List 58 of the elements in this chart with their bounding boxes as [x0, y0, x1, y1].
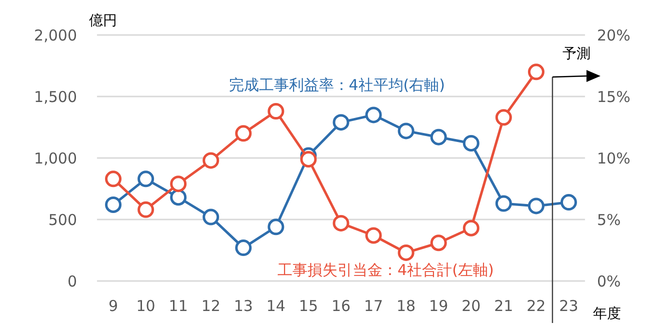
series-label: 工事損失引当金：4社合計(左軸)	[278, 261, 494, 279]
x-tick-label: 16	[331, 297, 351, 315]
point	[138, 201, 154, 218]
x-tick-label: 10	[136, 297, 156, 315]
point	[462, 220, 480, 236]
point	[365, 227, 382, 244]
point	[495, 109, 512, 126]
point	[170, 176, 187, 192]
point	[462, 134, 480, 152]
point	[528, 64, 544, 80]
y2-tick-label: 5%	[597, 210, 621, 229]
x-tick-label: 11	[168, 297, 188, 315]
x-tick-label: 17	[364, 297, 384, 315]
x-tick-label: 18	[396, 297, 416, 315]
point	[105, 196, 122, 213]
y-tick-label: 0	[67, 272, 77, 290]
y-tick-label: 1,500	[34, 88, 77, 106]
point	[170, 189, 187, 206]
y-tick-label: 2,000	[34, 26, 77, 44]
y-tick-label: 500	[48, 210, 77, 229]
point	[430, 128, 447, 146]
point	[495, 195, 512, 212]
point	[365, 106, 382, 124]
text: 完成工事利益率：4社平均(右軸)	[228, 76, 446, 94]
point	[430, 234, 447, 252]
x-tick-label: 15	[298, 297, 318, 315]
y2-tick-label: 0%	[597, 272, 621, 290]
point	[268, 103, 284, 120]
point	[528, 198, 544, 214]
x-tick-label: 13	[234, 297, 253, 315]
point	[300, 150, 317, 168]
point	[332, 114, 350, 131]
x-tick-label: 23	[559, 297, 578, 315]
x-tick-label: 12	[201, 297, 220, 315]
y2-tick-label: 15%	[597, 88, 630, 106]
y2-tick-label: 20%	[597, 26, 630, 44]
point	[105, 170, 122, 188]
y2-tick-label: 10%	[597, 149, 630, 168]
point	[268, 218, 284, 236]
y-axis-title: 億円	[89, 13, 117, 29]
x-tick-label: 22	[526, 297, 546, 315]
point	[398, 122, 414, 140]
point	[138, 170, 154, 188]
point	[202, 208, 220, 226]
point	[560, 194, 577, 211]
point	[202, 152, 220, 169]
x-tick-label: 19	[429, 297, 448, 315]
y-tick-label: 1,000	[34, 149, 77, 168]
point	[398, 244, 414, 261]
point	[235, 240, 252, 256]
point	[332, 214, 350, 232]
x-tick-label: 14	[266, 297, 286, 315]
ref-line-label: 予測	[562, 46, 590, 62]
point	[235, 125, 252, 142]
x-axis-title: 年度	[593, 306, 621, 322]
x-tick-label: 21	[494, 297, 514, 315]
x-tick-label: 20	[462, 297, 481, 315]
x-tick-label: 9	[108, 297, 118, 315]
